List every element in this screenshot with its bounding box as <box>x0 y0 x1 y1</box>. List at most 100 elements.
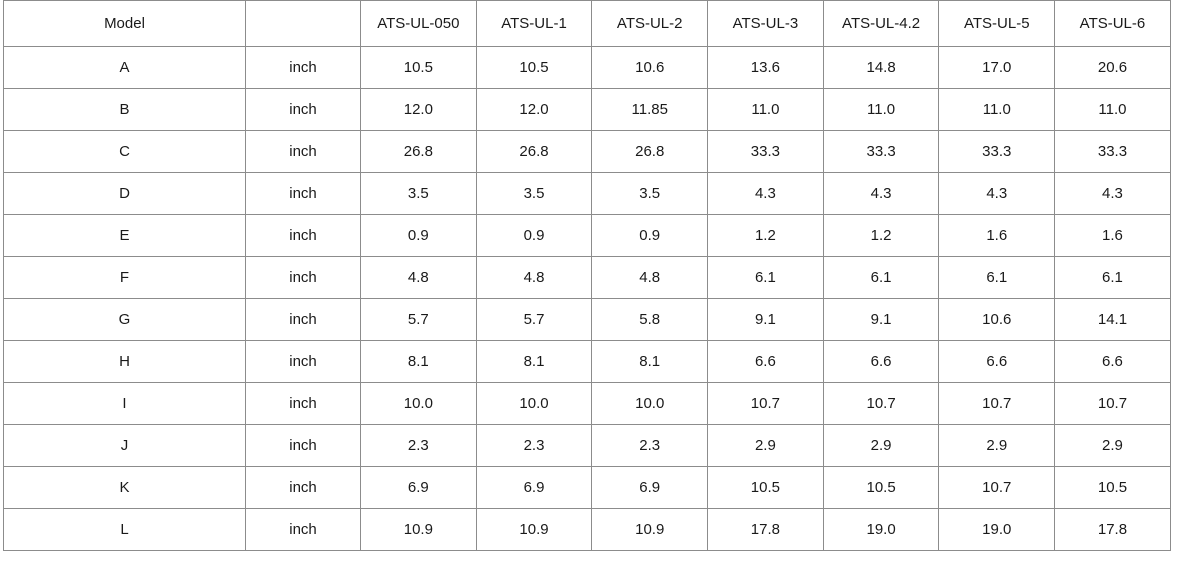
unit-cell: inch <box>245 508 361 551</box>
value-cell: 5.7 <box>475 298 593 341</box>
dimension-label: C <box>3 130 246 173</box>
header-model-name: ATS-UL-3 <box>707 0 824 47</box>
unit-cell: inch <box>245 46 361 89</box>
value-cell: 6.6 <box>707 340 824 383</box>
value-cell: 11.0 <box>822 88 940 131</box>
value-cell: 14.8 <box>822 46 940 89</box>
value-cell: 6.6 <box>938 340 1056 383</box>
value-cell: 10.9 <box>475 508 593 551</box>
value-cell: 10.0 <box>360 382 477 425</box>
dimension-label: A <box>3 46 246 89</box>
value-cell: 4.8 <box>360 256 477 299</box>
value-cell: 8.1 <box>591 340 709 383</box>
dimension-label: E <box>3 214 246 257</box>
value-cell: 10.9 <box>360 508 477 551</box>
value-cell: 10.7 <box>938 466 1056 509</box>
value-cell: 2.9 <box>938 424 1056 467</box>
dimension-label: K <box>3 466 246 509</box>
value-cell: 9.1 <box>707 298 824 341</box>
value-cell: 1.2 <box>822 214 940 257</box>
value-cell: 4.8 <box>475 256 593 299</box>
value-cell: 19.0 <box>822 508 940 551</box>
value-cell: 26.8 <box>475 130 593 173</box>
value-cell: 11.85 <box>591 88 709 131</box>
value-cell: 10.6 <box>938 298 1056 341</box>
value-cell: 17.8 <box>1054 508 1171 551</box>
unit-cell: inch <box>245 466 361 509</box>
value-cell: 6.1 <box>1054 256 1171 299</box>
value-cell: 0.9 <box>591 214 709 257</box>
header-model-name: ATS-UL-6 <box>1054 0 1171 47</box>
value-cell: 4.3 <box>1054 172 1171 215</box>
header-model-name: ATS-UL-1 <box>475 0 593 47</box>
value-cell: 12.0 <box>360 88 477 131</box>
value-cell: 6.9 <box>360 466 477 509</box>
value-cell: 3.5 <box>591 172 709 215</box>
value-cell: 10.7 <box>822 382 940 425</box>
unit-cell: inch <box>245 424 361 467</box>
value-cell: 14.1 <box>1054 298 1171 341</box>
value-cell: 0.9 <box>360 214 477 257</box>
value-cell: 10.7 <box>707 382 824 425</box>
value-cell: 10.6 <box>591 46 709 89</box>
value-cell: 2.3 <box>475 424 593 467</box>
value-cell: 10.5 <box>475 46 593 89</box>
value-cell: 33.3 <box>938 130 1056 173</box>
unit-cell: inch <box>245 130 361 173</box>
value-cell: 8.1 <box>475 340 593 383</box>
header-model: Model <box>3 0 246 47</box>
value-cell: 10.5 <box>707 466 824 509</box>
value-cell: 4.3 <box>822 172 940 215</box>
dimension-label: F <box>3 256 246 299</box>
value-cell: 3.5 <box>475 172 593 215</box>
dimension-label: J <box>3 424 246 467</box>
unit-cell: inch <box>245 256 361 299</box>
value-cell: 2.9 <box>707 424 824 467</box>
dimensions-table: Model ATS-UL-050 ATS-UL-1 ATS-UL-2 ATS-U… <box>3 0 1171 551</box>
value-cell: 1.6 <box>1054 214 1171 257</box>
header-model-name: ATS-UL-5 <box>938 0 1056 47</box>
unit-cell: inch <box>245 382 361 425</box>
value-cell: 6.1 <box>938 256 1056 299</box>
unit-cell: inch <box>245 88 361 131</box>
header-model-name: ATS-UL-2 <box>591 0 709 47</box>
header-unit <box>245 0 361 47</box>
value-cell: 11.0 <box>938 88 1056 131</box>
value-cell: 8.1 <box>360 340 477 383</box>
value-cell: 26.8 <box>591 130 709 173</box>
value-cell: 10.7 <box>1054 382 1171 425</box>
value-cell: 6.9 <box>591 466 709 509</box>
value-cell: 17.8 <box>707 508 824 551</box>
value-cell: 9.1 <box>822 298 940 341</box>
value-cell: 2.3 <box>360 424 477 467</box>
value-cell: 20.6 <box>1054 46 1171 89</box>
dimension-label: G <box>3 298 246 341</box>
value-cell: 2.3 <box>591 424 709 467</box>
value-cell: 2.9 <box>822 424 940 467</box>
dimension-label: D <box>3 172 246 215</box>
value-cell: 4.8 <box>591 256 709 299</box>
dimension-label: H <box>3 340 246 383</box>
header-row: Model ATS-UL-050 ATS-UL-1 ATS-UL-2 ATS-U… <box>3 0 1171 47</box>
value-cell: 1.2 <box>707 214 824 257</box>
value-cell: 17.0 <box>938 46 1056 89</box>
value-cell: 10.0 <box>591 382 709 425</box>
value-cell: 5.7 <box>360 298 477 341</box>
unit-cell: inch <box>245 298 361 341</box>
value-cell: 10.7 <box>938 382 1056 425</box>
value-cell: 11.0 <box>1054 88 1171 131</box>
value-cell: 3.5 <box>360 172 477 215</box>
value-cell: 6.1 <box>822 256 940 299</box>
header-model-name: ATS-UL-4.2 <box>822 0 940 47</box>
